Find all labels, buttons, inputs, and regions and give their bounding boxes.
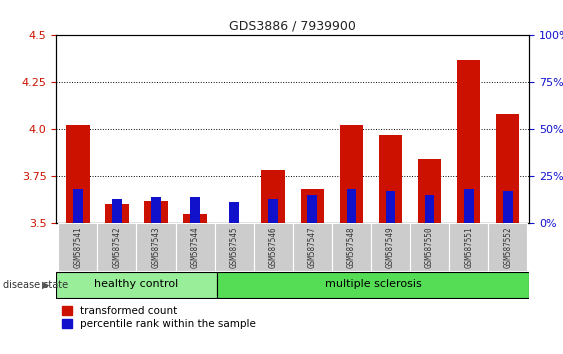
Bar [97, 223, 136, 271]
Bar [136, 223, 176, 271]
Bar [293, 223, 332, 271]
Bar [457, 60, 480, 223]
Text: GSM587552: GSM587552 [503, 226, 512, 268]
Bar [105, 204, 128, 223]
Bar [217, 272, 529, 298]
Legend: transformed count, percentile rank within the sample: transformed count, percentile rank withi… [61, 306, 256, 329]
Text: GSM587548: GSM587548 [347, 226, 356, 268]
Text: GSM587547: GSM587547 [308, 226, 317, 268]
Bar [184, 214, 207, 223]
Bar [339, 125, 363, 223]
Bar [464, 189, 473, 223]
Bar [386, 191, 395, 223]
Text: GSM587544: GSM587544 [190, 226, 199, 268]
Bar [346, 189, 356, 223]
Text: GSM587550: GSM587550 [425, 226, 434, 268]
Bar [66, 125, 90, 223]
Title: GDS3886 / 7939900: GDS3886 / 7939900 [229, 20, 356, 33]
Bar [488, 223, 528, 271]
Bar [190, 197, 200, 223]
Bar [371, 223, 410, 271]
Bar [496, 114, 520, 223]
Text: multiple sclerosis: multiple sclerosis [324, 279, 421, 290]
Bar [301, 189, 324, 223]
Bar [176, 223, 215, 271]
Bar [73, 189, 83, 223]
Text: GSM587545: GSM587545 [230, 226, 239, 268]
Bar [410, 223, 449, 271]
Bar [58, 223, 97, 271]
Bar [307, 195, 317, 223]
Bar [261, 171, 285, 223]
Bar [215, 223, 254, 271]
Bar [503, 191, 512, 223]
Text: GSM587546: GSM587546 [269, 226, 278, 268]
Text: GSM587541: GSM587541 [73, 226, 82, 268]
Bar [425, 195, 435, 223]
Bar [269, 199, 278, 223]
Bar [379, 135, 402, 223]
Text: GSM587549: GSM587549 [386, 226, 395, 268]
Bar [56, 272, 217, 298]
Bar [332, 223, 371, 271]
Bar [112, 199, 122, 223]
Text: healthy control: healthy control [94, 279, 178, 290]
Text: GSM587542: GSM587542 [113, 226, 122, 268]
Bar [229, 202, 239, 223]
Bar [144, 200, 168, 223]
Bar [151, 197, 161, 223]
Text: disease state: disease state [3, 280, 68, 290]
Text: GSM587543: GSM587543 [151, 226, 160, 268]
Bar [254, 223, 293, 271]
Text: ▶: ▶ [42, 280, 50, 290]
Bar [449, 223, 488, 271]
Text: GSM587551: GSM587551 [464, 226, 473, 268]
Bar [418, 159, 441, 223]
